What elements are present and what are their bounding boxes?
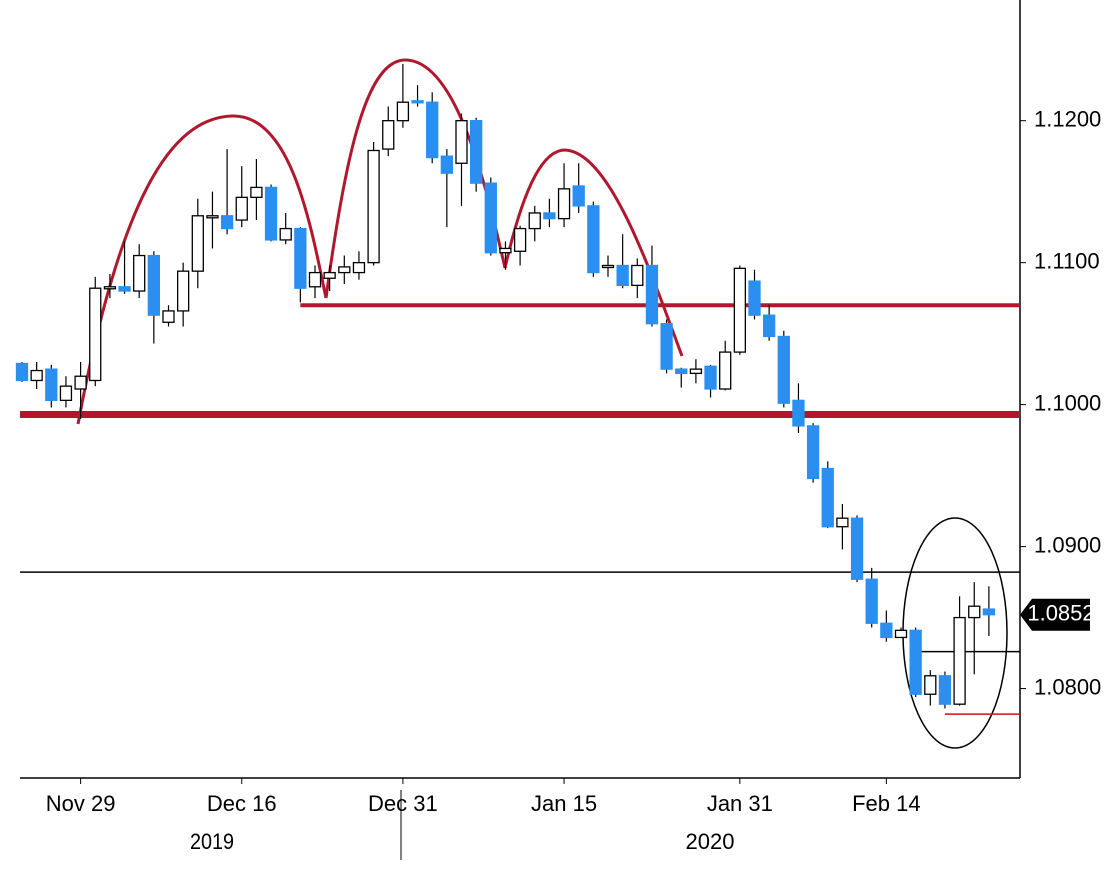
candle-body — [763, 314, 776, 338]
x-tick-label: Jan 15 — [531, 791, 597, 816]
candle-body — [587, 205, 600, 274]
candle-body — [133, 254, 146, 292]
candle-body — [338, 266, 351, 274]
candle-body — [308, 271, 322, 288]
candle-body — [968, 605, 981, 619]
candle-body — [352, 261, 366, 274]
candle-body — [147, 254, 161, 316]
year-label: 2019 — [190, 830, 234, 854]
y-tick-label: 1.1200 — [1034, 106, 1101, 131]
candle-body — [118, 286, 131, 292]
candle-body — [176, 270, 190, 312]
last-price-label: 1.0852 — [1027, 601, 1094, 626]
candle-body — [909, 629, 922, 695]
candle-body — [689, 368, 703, 375]
candle-body — [792, 399, 805, 427]
candle-body — [528, 212, 541, 230]
candle-body — [15, 362, 29, 382]
candle-body — [382, 120, 395, 150]
candle-body — [396, 101, 410, 122]
candle-body — [294, 227, 307, 289]
year-label: 2020 — [686, 829, 735, 854]
candle-body — [103, 286, 117, 290]
candle-body — [675, 368, 688, 375]
candle-body — [806, 425, 820, 480]
candle-body — [616, 264, 629, 287]
candle-body — [719, 351, 732, 390]
candle-body — [938, 675, 952, 705]
y-tick-label: 1.0800 — [1034, 674, 1101, 699]
candle-body — [704, 365, 717, 390]
y-tick-label: 1.1000 — [1034, 390, 1101, 415]
candle-body — [440, 155, 454, 174]
candle-body — [748, 280, 761, 316]
x-tick-label: Dec 31 — [368, 791, 438, 816]
candle-body — [982, 608, 996, 616]
candle-body — [469, 120, 483, 184]
candle-body — [733, 267, 746, 353]
candle-body — [484, 182, 497, 254]
candle-body — [279, 227, 292, 241]
candle-body — [45, 368, 58, 402]
y-tick-label: 1.0900 — [1034, 532, 1101, 557]
candle-body — [220, 215, 234, 230]
x-tick-label: Dec 16 — [207, 791, 277, 816]
x-tick-label: Feb 14 — [852, 791, 921, 816]
candle-body — [777, 335, 790, 404]
last-price-marker — [1020, 598, 1090, 631]
candle-body — [572, 185, 585, 207]
candle-body — [631, 264, 644, 287]
x-tick-label: Jan 31 — [707, 791, 773, 816]
candle-body — [426, 101, 439, 159]
candle-body — [162, 310, 175, 323]
y-tick-label: 1.1100 — [1034, 248, 1100, 273]
candle-body — [206, 215, 219, 219]
candle-body — [74, 375, 87, 390]
candle-body — [250, 186, 263, 198]
candle-body — [89, 287, 102, 382]
candle-body — [850, 517, 864, 580]
candle-body — [953, 616, 966, 705]
candle-body — [557, 188, 571, 220]
candle-body — [645, 264, 659, 325]
candle-body — [323, 271, 336, 279]
shoulder-arc — [76, 114, 328, 425]
head-arc — [324, 58, 507, 299]
candle-body — [543, 212, 556, 220]
candle-body — [865, 578, 878, 624]
candle-body — [601, 264, 615, 269]
candle-body — [264, 186, 278, 241]
x-tick-label: Nov 29 — [46, 791, 116, 816]
candle-body — [894, 629, 908, 639]
candle-body — [513, 227, 527, 252]
candle-body — [821, 467, 834, 528]
candle-body — [30, 369, 43, 382]
candle-body — [455, 120, 468, 164]
candle-body — [191, 215, 204, 272]
candle-body — [367, 149, 380, 264]
candle-body — [499, 247, 512, 254]
candle-body — [924, 675, 937, 695]
candle-body — [836, 517, 849, 528]
candle-body — [880, 622, 893, 639]
candle-body — [235, 196, 248, 221]
candle-body — [59, 385, 73, 402]
candle-body — [411, 100, 424, 104]
candle-body — [660, 323, 673, 370]
